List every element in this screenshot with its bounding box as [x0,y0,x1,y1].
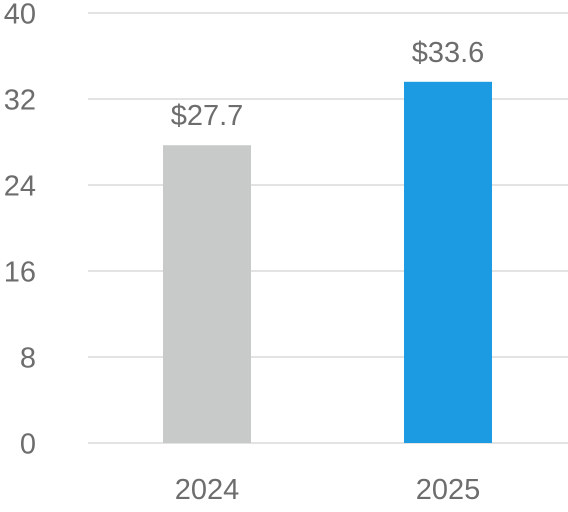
data-label: $27.7 [171,100,244,132]
y-tick-label: 24 [4,170,36,202]
y-tick-label: 40 [4,0,36,30]
data-labels: $27.7 $33.6 [171,37,485,132]
y-tick-label: 32 [4,84,36,116]
y-tick-label: 16 [4,256,36,288]
data-label: $33.6 [412,37,485,69]
x-tick-label: 2025 [416,474,481,506]
gridlines [88,12,568,444]
bar-2024 [163,145,251,443]
x-tick-label: 2024 [175,474,240,506]
y-tick-label: 8 [20,342,36,374]
bar-2025 [404,81,492,444]
y-axis-tick-labels: 0 8 16 24 32 40 [4,0,36,460]
y-tick-label: 0 [20,428,36,460]
x-axis-tick-labels: 2024 2025 [175,474,481,506]
bars [163,81,492,444]
